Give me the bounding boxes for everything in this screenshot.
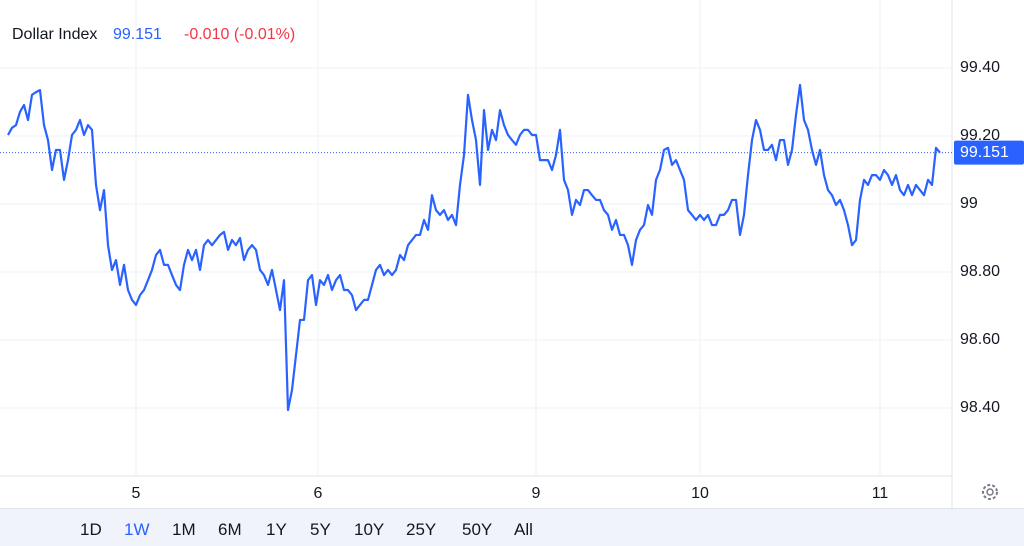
price-line: [7, 83, 941, 412]
range-button[interactable]: 5Y: [310, 520, 331, 539]
range-button[interactable]: 6M: [218, 520, 242, 539]
range-button[interactable]: 1Y: [266, 520, 287, 539]
range-button[interactable]: 25Y: [406, 520, 437, 539]
chart: Dollar Index 99.151 -0.010 (-0.01%) 99.4…: [0, 0, 1024, 508]
range-button[interactable]: 50Y: [462, 520, 493, 539]
y-tick-label: 98.40: [960, 399, 1000, 416]
x-tick-label: 10: [691, 485, 709, 502]
y-tick-label: 99.40: [960, 59, 1000, 76]
x-tick-label: 9: [532, 485, 541, 502]
y-tick-label: 99: [960, 195, 978, 212]
change: -0.010 (-0.01%): [184, 26, 295, 43]
y-tick-label: 98.60: [960, 331, 1000, 348]
range-button[interactable]: All: [514, 520, 533, 539]
range-button[interactable]: 1M: [172, 520, 196, 539]
range-button[interactable]: 1W: [124, 520, 150, 539]
settings-icon[interactable]: [982, 484, 998, 500]
last-value-box: [954, 140, 1024, 165]
last-value-label: 99.151: [960, 144, 1009, 161]
range-button[interactable]: 1D: [80, 520, 102, 539]
range-bar: 1D 1W 1M 6M 1Y 5Y 10Y 25Y 50Y All: [0, 508, 1024, 546]
x-tick-label: 11: [872, 485, 889, 502]
x-tick-label: 5: [132, 485, 141, 502]
range-button[interactable]: 10Y: [354, 520, 385, 539]
chart-title: Dollar Index: [12, 26, 97, 43]
y-tick-label: 98.80: [960, 263, 1000, 280]
price: 99.151: [113, 26, 162, 43]
x-tick-label: 6: [314, 485, 323, 502]
y-tick-label: 99.20: [960, 127, 1000, 144]
